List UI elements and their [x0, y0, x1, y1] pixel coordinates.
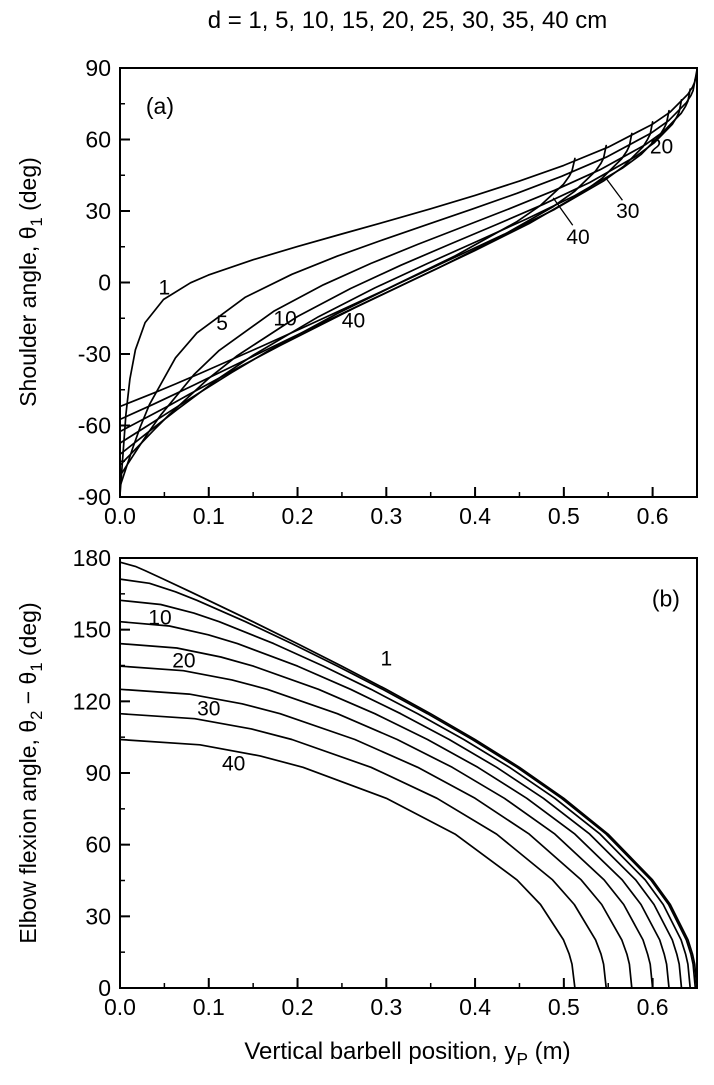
- curve-d-10: [119, 599, 692, 989]
- curve-label-40: 40: [222, 752, 245, 775]
- y-tick-label: 150: [73, 617, 111, 643]
- y-tick-label: 60: [85, 832, 111, 858]
- curve-label-10: 10: [148, 607, 171, 630]
- x-tick-label: 0.2: [282, 503, 314, 529]
- curve-d-35: [119, 712, 608, 989]
- curve-label-10: 10: [273, 307, 296, 330]
- curve-d-20: [119, 642, 670, 989]
- x-tick-label: 0.1: [193, 994, 225, 1020]
- panel-a: 0.0 0.1 0.2 0.3 0.4 0.5 0.6 90 60 30 0 -30 -60 -90 1 5 1…: [78, 55, 698, 529]
- curve-d-10: [119, 88, 692, 477]
- x-tick-label: 0.0: [104, 503, 136, 529]
- x-tick-label: 0.4: [459, 994, 491, 1020]
- x-tick-label: 0.1: [193, 503, 225, 529]
- curve-label-20: 20: [650, 136, 673, 159]
- ticks: [119, 557, 698, 989]
- curve-label-20: 20: [172, 650, 195, 673]
- x-tick-label: 0.6: [637, 503, 669, 529]
- label-leader-line: [552, 197, 574, 226]
- x-tick-label: 0.3: [370, 994, 402, 1020]
- curve-d-25: [119, 665, 654, 989]
- curve-d-15: [119, 620, 683, 989]
- curve-d-1: [119, 561, 698, 989]
- x-tick-label: 0.2: [282, 994, 314, 1020]
- y-tick-label: 180: [73, 545, 111, 571]
- y-tick-label: 60: [85, 127, 111, 153]
- curve-d-1: [119, 69, 698, 496]
- x-tick-label: 0.4: [459, 503, 491, 529]
- panel-letter-a: (a): [146, 93, 174, 119]
- curve-label-1: 1: [159, 276, 171, 299]
- y-tick-label: 30: [85, 198, 111, 224]
- panel-b: 0.0 0.1 0.2 0.3 0.4 0.5 0.6 180 150 120 90 60 30 0 102…: [73, 545, 698, 1020]
- y-tick-label: -60: [78, 413, 111, 439]
- panel-letter-b: (b): [652, 586, 680, 612]
- x-axis-label: Vertical barbell position, yP (m): [244, 1038, 571, 1069]
- y-tick-label: 30: [85, 903, 111, 929]
- curve-label-40: 40: [566, 226, 589, 249]
- curve-label-5: 5: [216, 312, 228, 335]
- curve-d-40: [119, 738, 576, 989]
- y-tick-label: -30: [78, 341, 111, 367]
- y-tick-label: 90: [85, 760, 111, 786]
- curve-label-40: 40: [342, 310, 365, 333]
- curve-d-20: [119, 109, 670, 456]
- x-tick-label: 0.0: [104, 994, 136, 1020]
- x-tick-label: 0.3: [370, 503, 402, 529]
- y-tick-label: 0: [98, 975, 111, 1001]
- curve-d-30: [119, 688, 633, 989]
- x-tick-label: 0.6: [637, 994, 669, 1020]
- curve-d-25: [119, 121, 654, 444]
- chart-title: d = 1, 5, 10, 15, 20, 25, 30, 35, 40 cm: [207, 7, 608, 34]
- curve-d-5: [119, 578, 697, 989]
- y-tick-label: 90: [85, 55, 111, 81]
- x-tick-label: 0.5: [548, 994, 580, 1020]
- y-tick-label: -90: [78, 484, 111, 510]
- y-tick-label: 0: [98, 270, 111, 296]
- label-leader-line: [605, 177, 623, 201]
- y-tick-label: 120: [73, 688, 111, 714]
- curve-label-30: 30: [616, 200, 639, 223]
- plot-frame: [119, 557, 698, 989]
- curve-d-35: [119, 144, 608, 421]
- curve-d-40: [119, 157, 576, 408]
- curve-label-30: 30: [197, 698, 220, 721]
- x-tick-label: 0.5: [548, 503, 580, 529]
- curve-label-1: 1: [380, 647, 392, 670]
